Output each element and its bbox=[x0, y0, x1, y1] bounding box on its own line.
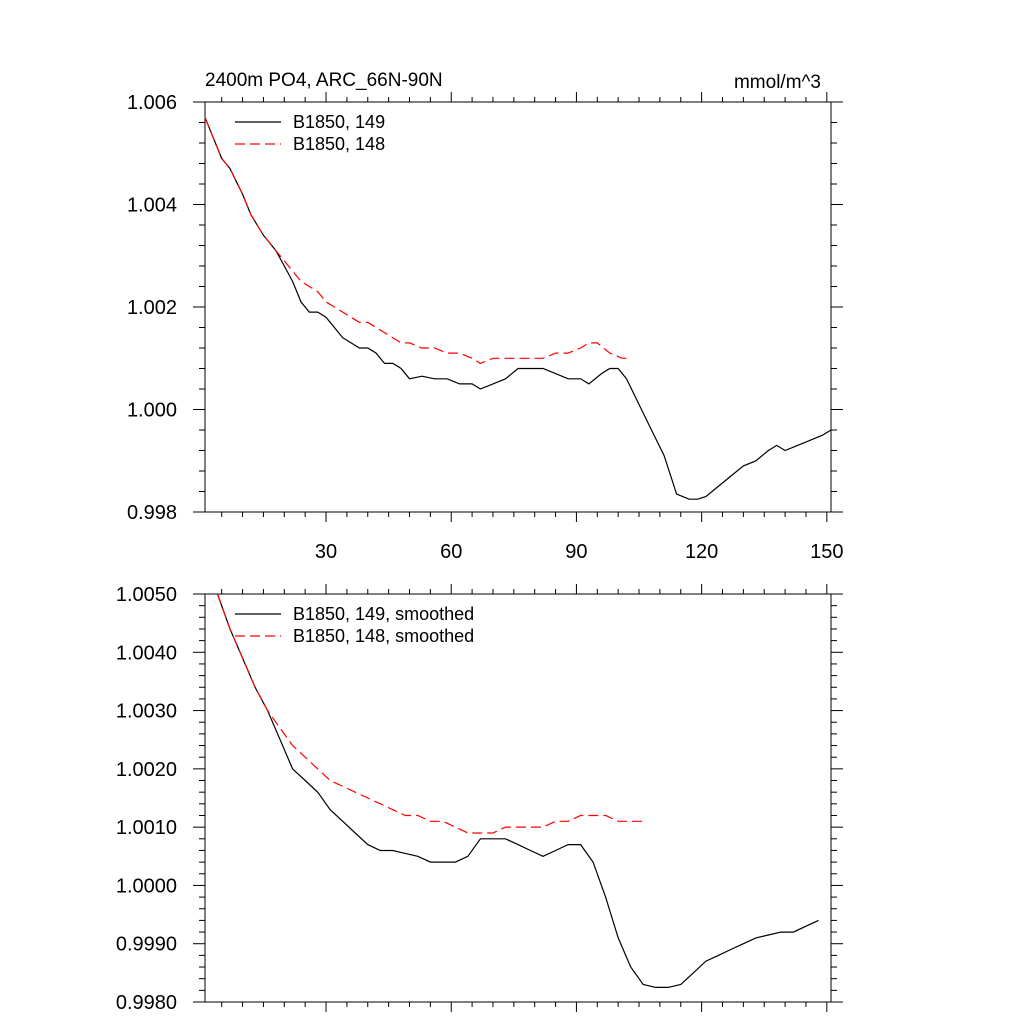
y-tick-label: 1.006 bbox=[127, 92, 177, 114]
legend-label: B1850, 148 bbox=[293, 134, 385, 154]
x-tick-label: 90 bbox=[565, 541, 587, 563]
plot-frame bbox=[204, 593, 832, 1003]
chart-title: 2400m PO4, ARC_66N-90N bbox=[205, 70, 443, 91]
y-tick-label: 1.0000 bbox=[116, 875, 177, 897]
x-tick-label: 120 bbox=[685, 541, 718, 563]
legend-label: B1850, 149, smoothed bbox=[293, 604, 474, 624]
y-tick-label: 0.998 bbox=[127, 502, 177, 524]
y-tick-label: 1.0030 bbox=[116, 701, 177, 723]
y-tick-label: 0.9990 bbox=[116, 934, 177, 956]
series-line-149 bbox=[204, 117, 832, 500]
plot-frame bbox=[204, 101, 832, 513]
x-tick-label: 30 bbox=[315, 541, 337, 563]
series-line-149 bbox=[216, 593, 819, 989]
bottom-panel: 0.9980 0.9990 1.0000 1.0010 1.0020 1.0030 1.00… bbox=[116, 584, 843, 1014]
units-label: mmol/m^3 bbox=[734, 72, 821, 93]
y-tick-label: 0.9980 bbox=[116, 992, 177, 1014]
legend-label: B1850, 148, smoothed bbox=[293, 626, 474, 646]
y-tick-label: 1.000 bbox=[127, 400, 177, 422]
y-tick-label: 1.0040 bbox=[116, 642, 177, 664]
y-tick-label: 1.0020 bbox=[116, 759, 177, 781]
y-tick-label: 1.0050 bbox=[116, 584, 177, 606]
y-tick-label: 1.004 bbox=[127, 195, 177, 217]
series-line-148 bbox=[216, 593, 644, 834]
legend-label: B1850, 149 bbox=[293, 112, 385, 132]
y-tick-label: 1.002 bbox=[127, 297, 177, 319]
x-tick-label: 60 bbox=[440, 541, 462, 563]
x-tick-label: 150 bbox=[810, 541, 843, 563]
top-panel: 30 60 90 120 150 0.998 1.000 1.002 1.004 1.006 240… bbox=[127, 70, 844, 563]
y-tick-label: 1.0010 bbox=[116, 817, 177, 839]
series-line-148 bbox=[204, 117, 631, 365]
